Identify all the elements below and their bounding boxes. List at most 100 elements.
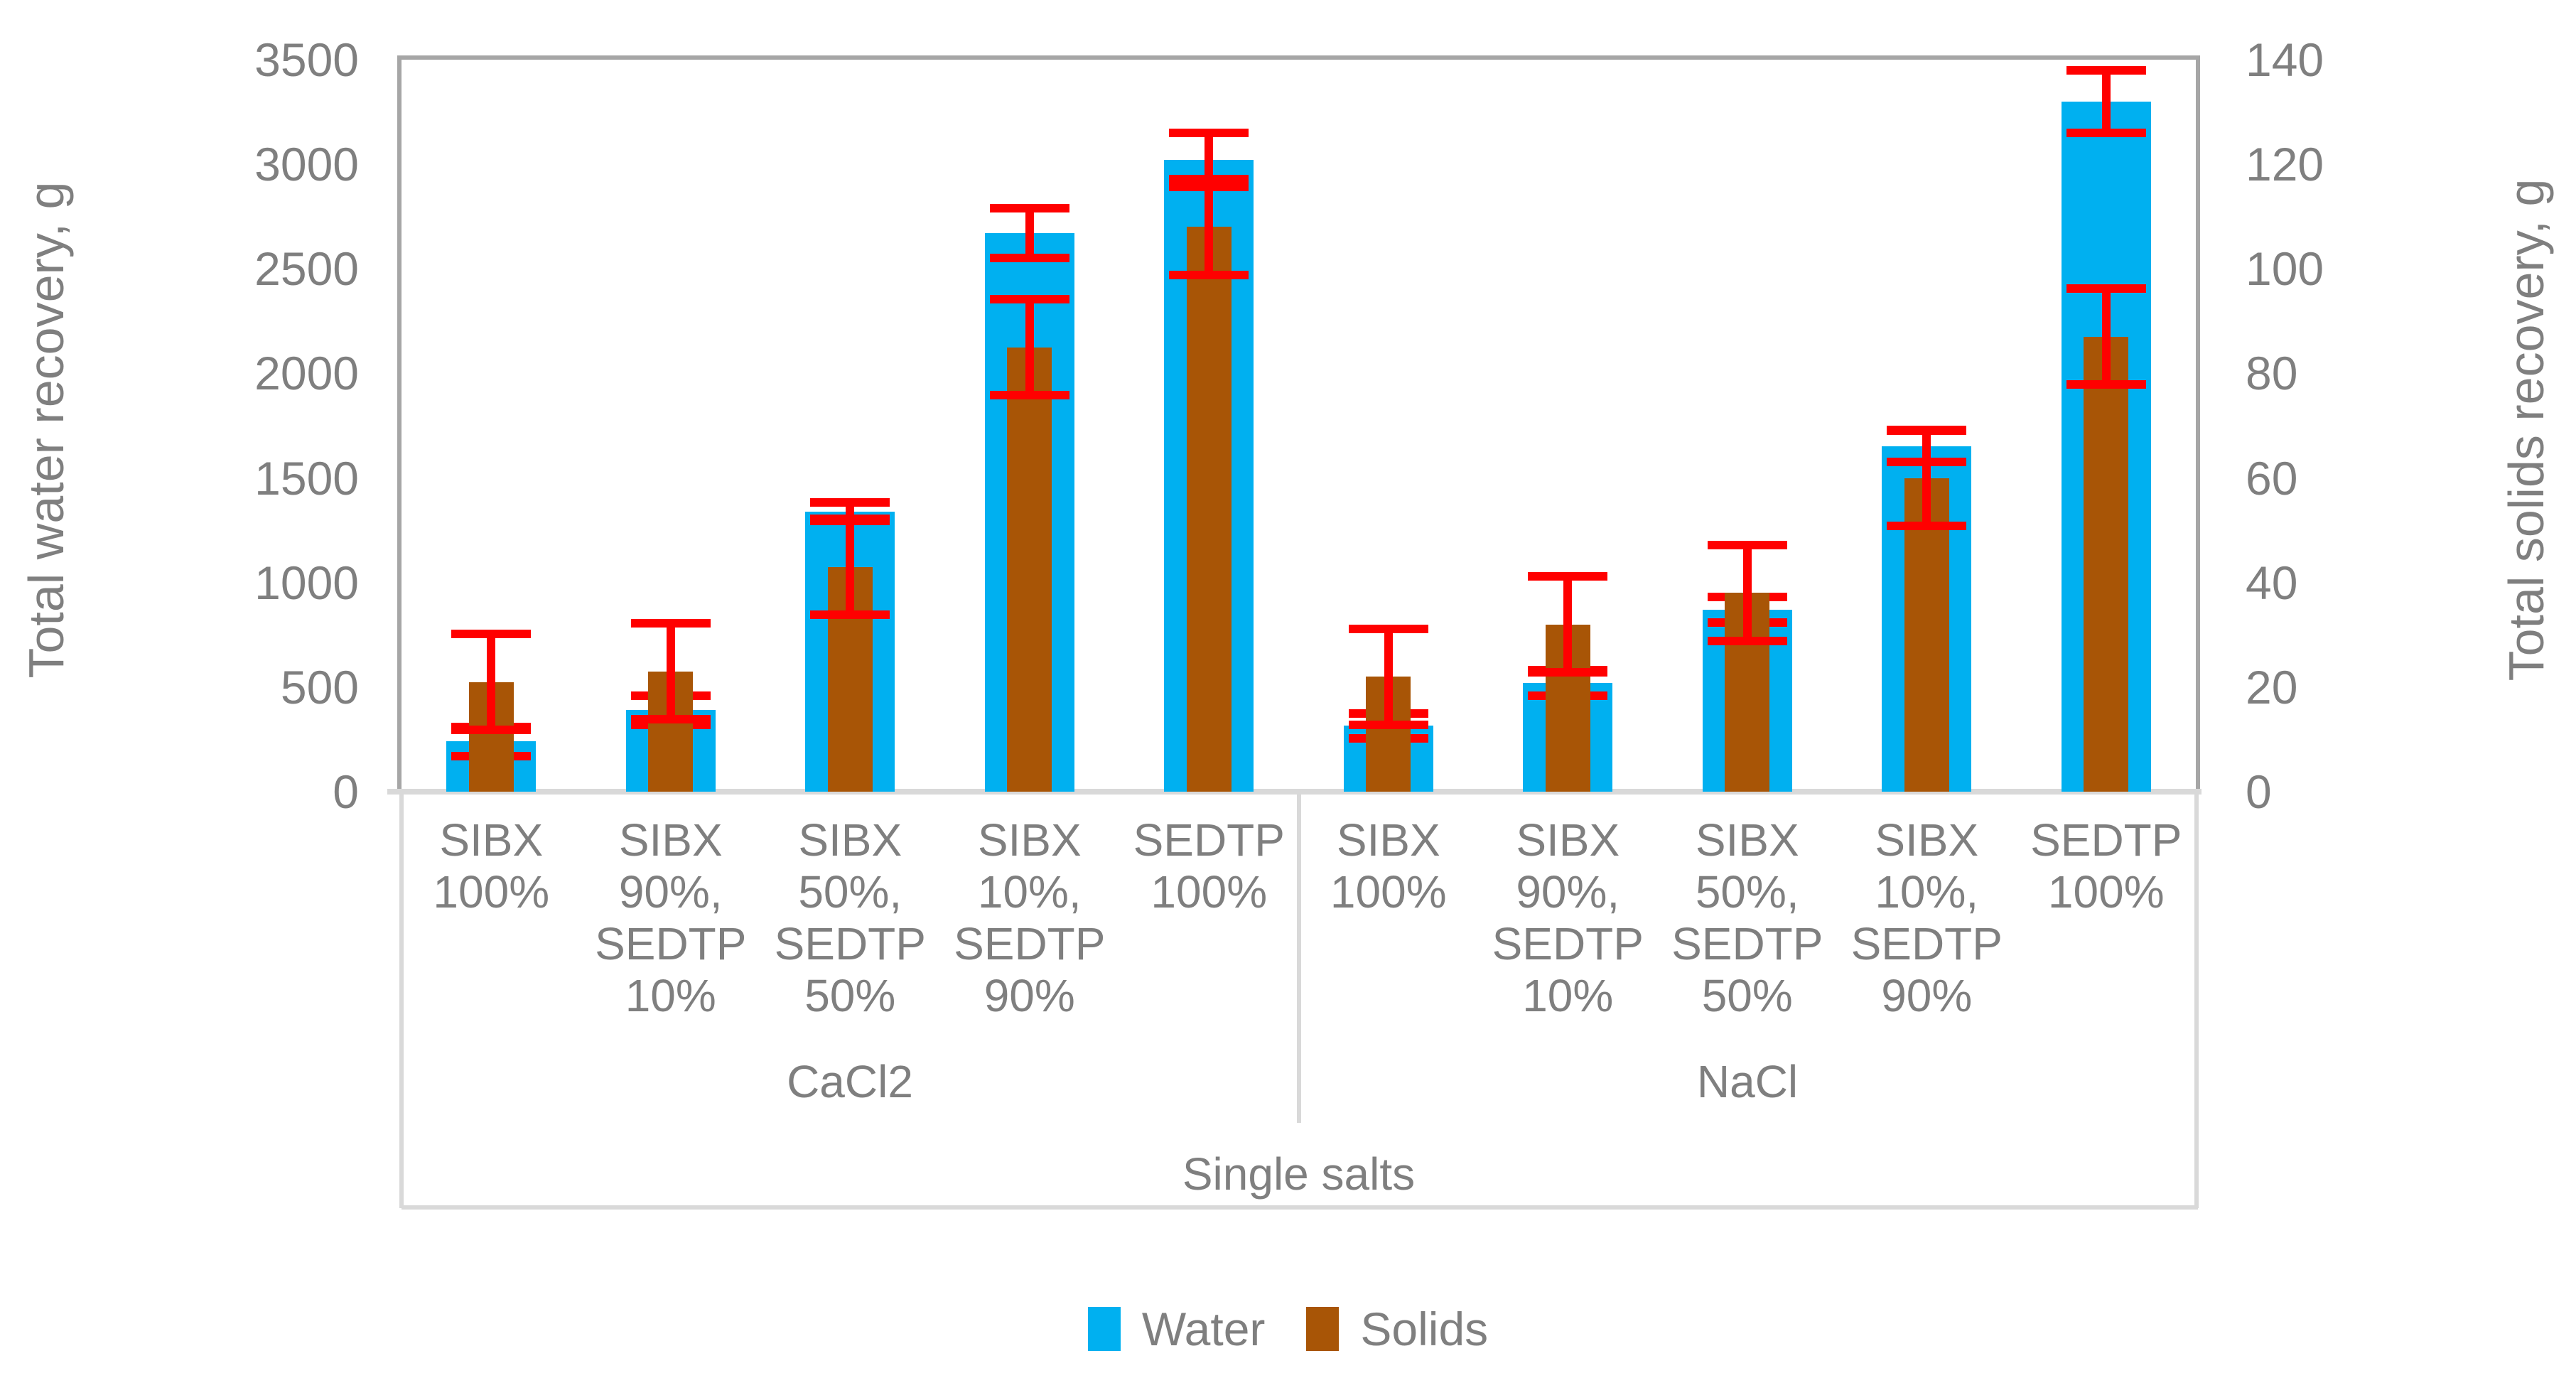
solids-swatch-icon	[1306, 1307, 1340, 1351]
label-table-left-line	[399, 792, 404, 1208]
left-tick-label: 1000	[254, 556, 359, 609]
category-label-line: SIBX	[798, 814, 902, 866]
category-label-line: 90%,	[618, 866, 723, 917]
group-label-nacl: NaCl	[1696, 1056, 1799, 1107]
category-label-line: 10%,	[1875, 866, 1979, 917]
category-label-line: 90%,	[1516, 866, 1620, 917]
error-bar-part	[1025, 295, 1034, 400]
label-table-bottom-line	[402, 1205, 2198, 1210]
solids-error-bar	[1169, 174, 1249, 279]
category-label-line: 50%	[1701, 970, 1793, 1021]
error-bar-part	[1384, 624, 1393, 729]
right-tick-label: 100	[2246, 242, 2324, 296]
solids-error-bar	[1707, 540, 1787, 645]
category-label-line: SIBX	[1875, 814, 1979, 866]
category-label-line: 100%	[1330, 866, 1447, 917]
category-label-line: 50%	[804, 970, 896, 1021]
category-label-line: SIBX	[1695, 814, 1799, 866]
x-axis-line	[387, 789, 2202, 795]
plot-area-border	[397, 55, 2200, 792]
right-tick-label: 20	[2246, 660, 2298, 714]
error-bar-part	[1205, 174, 1214, 279]
category-label-line: SEDTP	[1671, 918, 1823, 969]
category-label-line: SEDTP	[1850, 918, 2003, 969]
right-tick-label: 40	[2246, 556, 2298, 609]
label-table-right-line	[2194, 792, 2199, 1208]
left-tick-label: 2500	[254, 242, 359, 296]
category-label-line: SIBX	[977, 814, 1082, 866]
left-axis-title: Total water recovery, g	[18, 181, 74, 679]
left-tick-label: 1500	[254, 451, 359, 505]
category-label-line: SIBX	[439, 814, 544, 866]
legend-label-water: Water	[1141, 1303, 1266, 1355]
category-label: SIBX 100%	[402, 814, 581, 918]
error-bar-part	[1742, 540, 1752, 645]
category-label-line: SIBX	[618, 814, 723, 866]
left-tick-label: 3500	[254, 33, 359, 86]
category-label: SIBX 50%, SEDTP 50%	[760, 814, 940, 1022]
left-tick-label: 500	[280, 660, 359, 714]
category-label: SIBX 90%, SEDTP 10%	[1478, 814, 1658, 1022]
category-label-line: 10%	[625, 970, 716, 1021]
category-label-line: SEDTP	[2030, 814, 2182, 866]
left-tick-label: 3000	[254, 138, 359, 191]
error-bar-part	[1563, 572, 1573, 677]
bar-solids[interactable]	[2084, 336, 2129, 792]
error-bar-part	[846, 515, 855, 620]
solids-error-bar	[989, 295, 1069, 400]
solids-error-bar	[1348, 624, 1428, 729]
category-label: SIBX 10%, SEDTP 90%	[1837, 814, 2017, 1022]
category-label-line: SEDTP	[954, 918, 1106, 969]
category-label: SIBX 100%	[1299, 814, 1479, 918]
category-label-line: SEDTP	[1133, 814, 1285, 866]
group-divider-line	[1297, 792, 1301, 1123]
category-label-line: 50%,	[798, 866, 902, 917]
category-label-line: 100%	[1150, 866, 1268, 917]
left-tick-label: 0	[333, 765, 359, 818]
legend-item-water[interactable]: Water	[1087, 1303, 1266, 1355]
error-bar-part	[1025, 204, 1034, 263]
category-label-line: 90%	[1881, 970, 1973, 1021]
category-label-line: SEDTP	[1492, 918, 1644, 969]
category-label-line: SEDTP	[595, 918, 747, 969]
water-swatch-icon	[1087, 1307, 1121, 1351]
category-label: SEDTP 100%	[2017, 814, 2197, 918]
right-tick-label: 120	[2246, 138, 2324, 191]
legend-label-solids: Solids	[1360, 1303, 1489, 1355]
left-tick-label: 2000	[254, 347, 359, 400]
bar-solids[interactable]	[1007, 347, 1052, 792]
category-label: SEDTP 100%	[1119, 814, 1299, 918]
right-tick-label: 140	[2246, 33, 2324, 86]
category-label: SIBX 50%, SEDTP 50%	[1658, 814, 1838, 1022]
category-label-line: 100%	[2047, 866, 2165, 917]
right-tick-label: 60	[2246, 451, 2298, 505]
bar-solids[interactable]	[1186, 227, 1232, 792]
category-label-line: 10%	[1522, 970, 1614, 1021]
category-label-line: 90%	[983, 970, 1075, 1021]
error-bar-part	[2101, 65, 2111, 137]
right-axis-title: Total solids recovery, g	[2499, 178, 2554, 682]
solids-error-bar	[1528, 572, 1608, 677]
solids-error-bar	[451, 629, 532, 735]
category-label-line: SIBX	[1336, 814, 1440, 866]
category-label: SIBX 10%, SEDTP 90%	[940, 814, 1120, 1022]
category-label-line: 50%,	[1695, 866, 1799, 917]
solids-error-bar	[810, 515, 890, 620]
water-error-bar	[989, 204, 1069, 263]
category-label-line: 10%,	[977, 866, 1082, 917]
right-tick-label: 0	[2246, 765, 2272, 818]
category-label-line: SIBX	[1516, 814, 1620, 866]
category-label-line: 100%	[433, 866, 550, 917]
axis-outer-label-single-salts: Single salts	[1182, 1148, 1416, 1200]
error-bar-part	[1922, 426, 1931, 531]
legend: Water Solids	[0, 1303, 2576, 1355]
category-label: SIBX 90%, SEDTP 10%	[581, 814, 761, 1022]
error-bar-part	[2101, 284, 2111, 389]
category-label-line: SEDTP	[774, 918, 926, 969]
group-label-cacl2: CaCl2	[787, 1056, 913, 1107]
legend-item-solids[interactable]: Solids	[1306, 1303, 1488, 1355]
water-error-bar	[2066, 65, 2146, 137]
error-bar-part	[666, 619, 675, 724]
error-bar-part	[487, 629, 496, 735]
